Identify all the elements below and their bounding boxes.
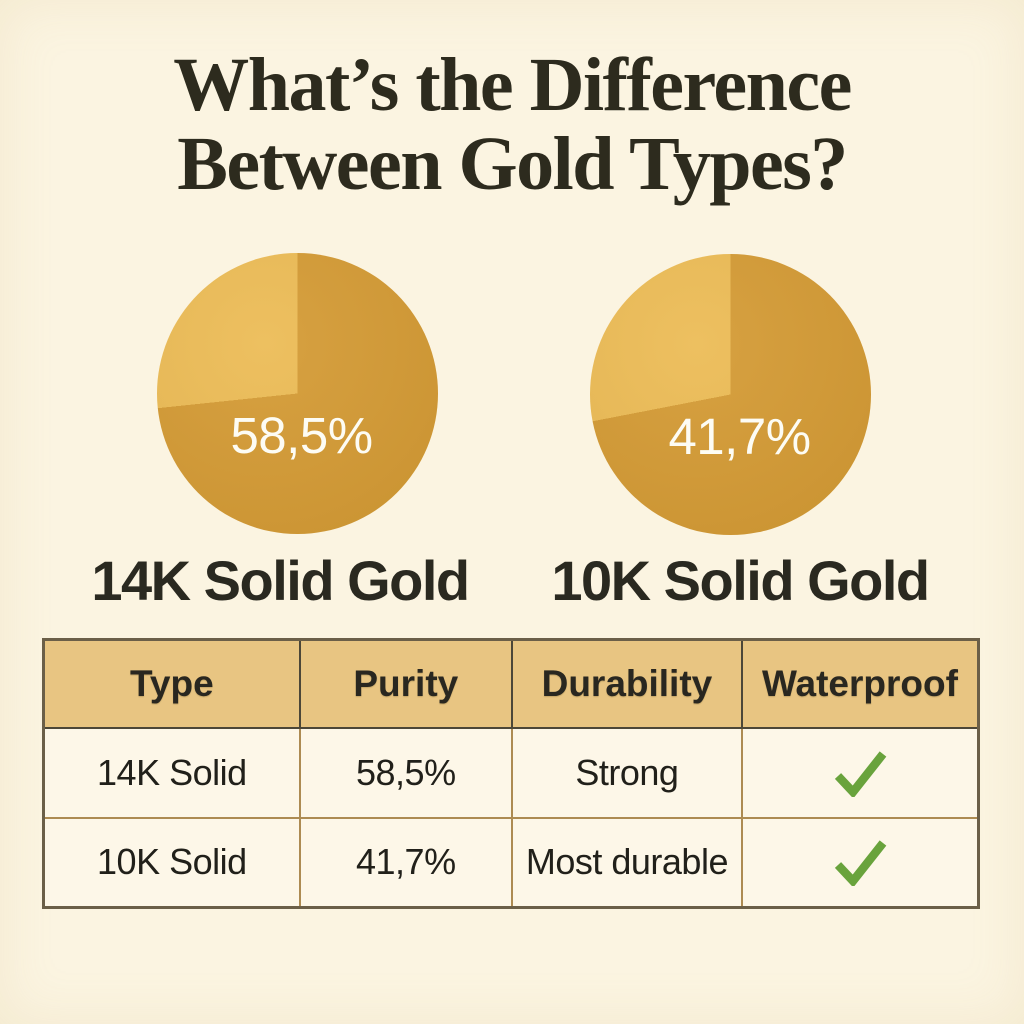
title-line-2: Between Gold Types? bbox=[177, 122, 848, 206]
pie-chart-14k: 58,5% bbox=[157, 253, 438, 534]
pie-value-label-10k: 41,7% bbox=[668, 408, 811, 465]
title-line-1: What’s the Difference bbox=[173, 43, 852, 127]
checkmark-icon bbox=[834, 750, 887, 797]
comparison-table: Type Purity Durability Waterproof 14K So… bbox=[42, 638, 980, 909]
cell-purity-14k: 58,5% bbox=[298, 726, 513, 819]
pie-caption-10k: 10K Solid Gold bbox=[551, 549, 930, 612]
column-header-purity: Purity bbox=[298, 638, 513, 729]
cell-purity-10k: 41,7% bbox=[298, 816, 513, 909]
cell-waterproof-10k bbox=[740, 816, 980, 909]
cell-waterproof-14k bbox=[740, 726, 980, 819]
checkmark-icon bbox=[834, 840, 887, 887]
column-header-waterproof: Waterproof bbox=[740, 638, 980, 729]
cell-durability-14k: Strong bbox=[510, 726, 743, 819]
column-header-durability: Durability bbox=[510, 638, 743, 729]
table-header-row: Type Purity Durability Waterproof bbox=[42, 638, 980, 729]
pie-chart-10k: 41,7% bbox=[590, 254, 871, 535]
pie-value-label-14k: 58,5% bbox=[230, 407, 373, 464]
cell-type-10k: 10K Solid bbox=[42, 816, 301, 909]
column-header-type: Type bbox=[42, 638, 301, 729]
table-row: 10K Solid 41,7% Most durable bbox=[42, 816, 980, 909]
cell-durability-10k: Most durable bbox=[510, 816, 743, 909]
table-row: 14K Solid 58,5% Strong bbox=[42, 726, 980, 819]
cell-type-14k: 14K Solid bbox=[42, 726, 301, 819]
page-title: What’s the Difference Between Gold Types… bbox=[0, 46, 1024, 204]
pie-caption-14k: 14K Solid Gold bbox=[91, 549, 470, 612]
